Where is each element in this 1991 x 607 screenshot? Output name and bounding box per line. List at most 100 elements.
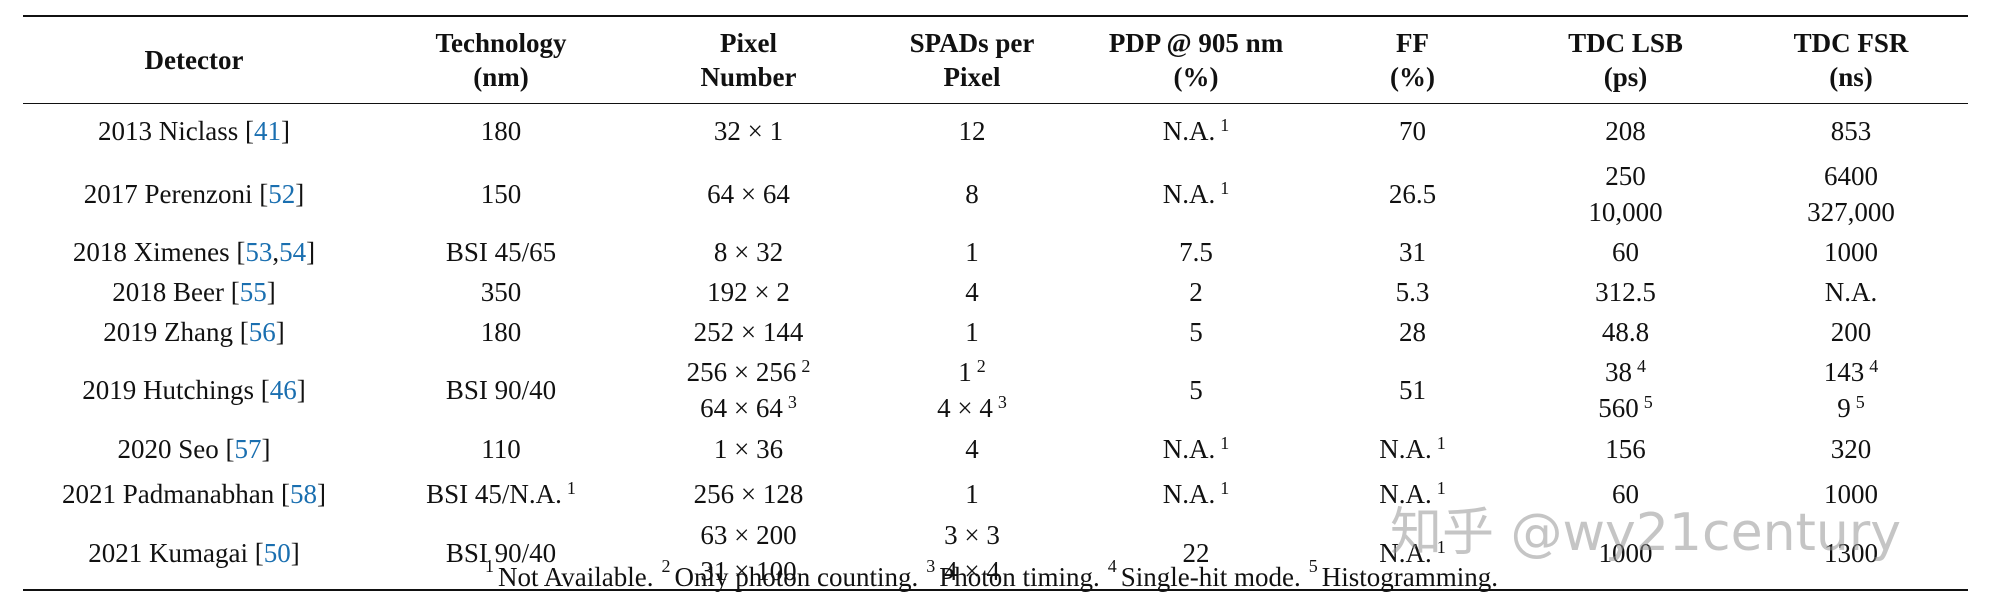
cell-text: 150	[480, 179, 522, 209]
table-cell: 38 4 560 5	[1517, 354, 1734, 426]
cell-text: 7.5	[1179, 237, 1213, 267]
cell-text: 180	[480, 317, 522, 347]
header-text: Pixel	[720, 27, 777, 58]
table-row: 2021 Padmanabhan [58] BSI 45/N.A. 1 256 × 1…	[23, 471, 1968, 516]
cell-text: 853	[1830, 115, 1872, 146]
table-cell: 5	[1084, 310, 1308, 354]
table-cell: 48.8	[1517, 310, 1734, 354]
cell-line: 256 × 256 2	[637, 354, 860, 390]
footnote-mark: 2	[976, 356, 986, 376]
footnote-mark: 3	[787, 392, 797, 412]
cell-line: 63 × 200	[637, 517, 860, 553]
cell-line: 1000	[1734, 234, 1968, 270]
footnote-mark: 1	[485, 556, 494, 576]
cell-line: 180	[365, 113, 637, 149]
header-text: Detector	[144, 44, 244, 75]
cell-text: 60	[1612, 237, 1639, 267]
cell-line: 1	[860, 314, 1084, 350]
table-row: 2018 Ximenes [53,54] BSI 45/65 8 × 32 1 7.5 3…	[23, 230, 1968, 274]
cell-text: 350	[480, 277, 522, 307]
cell-text: 1 × 36	[713, 433, 784, 464]
citation-punct: ]	[266, 277, 276, 307]
table-cell: 252 × 144	[637, 310, 860, 354]
cell-line: N.A. 1	[1084, 113, 1308, 149]
cell-text: 327,000	[1807, 197, 1895, 227]
cell-text: 1300	[1824, 537, 1878, 568]
cell-line: 208	[1517, 113, 1734, 149]
citation-punct: [	[230, 277, 240, 307]
footnote-mark: 4	[1869, 356, 1879, 376]
table-cell: N.A. 1	[1084, 471, 1308, 516]
cell-line: 180	[365, 314, 637, 350]
cell-text: 70	[1399, 115, 1426, 146]
detector-name: 2021 Padmanabhan	[62, 478, 275, 509]
footnote-text: Single-hit mode.	[1120, 562, 1301, 592]
cell-line: 3 × 3	[860, 517, 1084, 553]
citation: 50	[263, 537, 291, 568]
cell-line: N.A. 1	[1308, 476, 1517, 512]
cell-text: 2	[1189, 277, 1203, 307]
citation: 54	[279, 237, 307, 267]
table-cell: 208	[1517, 103, 1734, 158]
cell-line: 38 4	[1517, 354, 1734, 390]
table-cell: 2021 Padmanabhan [58]	[23, 471, 365, 516]
table-cell: 143 4 9 5	[1734, 354, 1968, 426]
citation: 56	[248, 317, 276, 347]
cell-text: 200	[1830, 317, 1872, 347]
cell-text: 156	[1605, 433, 1646, 464]
cell-text: 4 × 4	[944, 555, 1000, 586]
cell-text: 5	[1189, 317, 1203, 347]
footnote: 3 Photon timing.	[926, 556, 1100, 592]
header-row: Detector Technology (nm) Pixel Number SPADs p…	[23, 16, 1968, 103]
header-text: (%)	[1390, 61, 1435, 92]
table-row: 2020 Seo [57] 110 1 × 36 4 N.A. 1 N.A. 1 156 320	[23, 426, 1968, 471]
cell-line: 853	[1734, 113, 1968, 149]
table-cell: 4	[860, 274, 1084, 310]
header-cell: TDC LSB (ps)	[1517, 16, 1734, 103]
cell-line: N.A. 1	[1084, 431, 1308, 467]
cell-text: 1000	[1824, 237, 1878, 267]
table-row: 2017 Perenzoni [52] 150 64 × 64 8 N.A. 1 26.5 2…	[23, 158, 1968, 230]
table-cell: 2020 Seo [57]	[23, 426, 365, 471]
detector-name: 2018 Ximenes	[72, 237, 230, 267]
footnotes: 1 Not Available. 2 Only photon counting. 3 Ph…	[0, 556, 1991, 593]
cell-line: BSI 90/40	[365, 535, 637, 571]
table-cell: 180	[365, 103, 637, 158]
cell-text: 48.8	[1601, 317, 1650, 347]
header-cell: PDP @ 905 nm (%)	[1084, 16, 1308, 103]
cell-text: 192 × 2	[707, 277, 790, 307]
citation: 55	[239, 277, 267, 307]
header-cell: Pixel Number	[637, 16, 860, 103]
table-cell: 12	[860, 103, 1084, 158]
cell-text: BSI 90/40	[445, 375, 557, 405]
cell-text: 256 × 128	[693, 478, 804, 509]
header-text: (%)	[1173, 61, 1219, 92]
table-cell: 1000	[1517, 516, 1734, 590]
table-row: 2021 Kumagai [50] BSI 90/40 63 × 200 31 × 1…	[23, 516, 1968, 590]
table-row: 2019 Zhang [56] 180 252 × 144 1 5 28 48.8 200	[23, 310, 1968, 354]
cell-line: N.A. 1	[1308, 431, 1517, 467]
cell-line: 26.5	[1308, 176, 1517, 212]
footnote-mark: 4	[1637, 356, 1646, 376]
table-cell: 5.3	[1308, 274, 1517, 310]
footnote-mark: 1	[1436, 477, 1446, 498]
citation-punct: ]	[295, 179, 305, 209]
cell-text: 8 × 32	[713, 237, 784, 267]
citation-punct: ]	[296, 375, 306, 405]
header-text: PDP @ 905 nm	[1108, 27, 1284, 58]
cell-line: N.A. 1	[1308, 535, 1517, 571]
footnote-mark: 1	[1220, 432, 1230, 453]
table-cell: 51	[1308, 354, 1517, 426]
table-cell: 3 × 3 4 × 4	[860, 516, 1084, 590]
cell-line: 327,000	[1734, 194, 1968, 230]
detector-name: 2020 Seo	[117, 433, 219, 464]
cell-line: BSI 45/N.A. 1	[365, 476, 637, 512]
table-cell: 192 × 2	[637, 274, 860, 310]
citation: 41	[253, 115, 281, 146]
citation-punct: [	[236, 237, 246, 267]
cell-text: N.A.	[1824, 277, 1878, 307]
detector-name: 2019 Zhang	[103, 317, 233, 347]
citation: 53	[245, 237, 273, 267]
